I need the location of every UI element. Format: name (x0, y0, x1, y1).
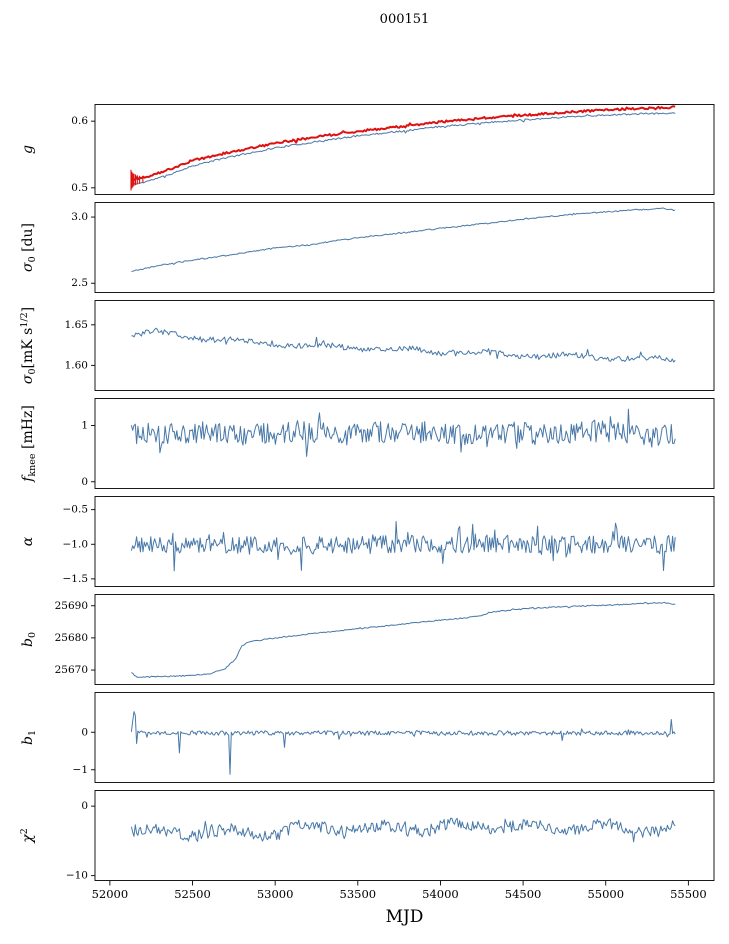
panel-plot-sigma0-mK: 1.60 1.65 σ0[mK s1/2] (19, 300, 715, 391)
y-axis-label-sigma0-mK: σ0[mK s1/2] (19, 307, 38, 384)
panel-chi2: −10 0 χ2 (0, 790, 729, 882)
panel-fknee: 0 1 fknee [mHz] (0, 398, 729, 489)
panel-sigma0-mK: 1.60 1.65 σ0[mK s1/2] (0, 300, 729, 391)
axes-box (94, 398, 715, 489)
x-tick-label: 52000 (92, 887, 129, 901)
panel-plot-sigma0-du: 2.5 3.0 σ0 [du] (20, 202, 715, 293)
y-tick-label: −0.5 (63, 504, 89, 516)
series-sigma0-du (131, 207, 676, 272)
series-gain-fit (131, 112, 676, 185)
y-tick-label: −1 (73, 764, 88, 776)
panel-plot-b0: 25670 25680 25690 b0 (20, 594, 715, 685)
panel-g: 0.5 0.6 g (0, 104, 729, 195)
y-tick-label: 1.60 (65, 359, 88, 371)
series-b0 (131, 601, 676, 678)
panel-plot-b1: −1 0 b1 (20, 692, 715, 783)
y-tick-label: −10 (66, 870, 88, 882)
y-tick-label: 1 (81, 420, 88, 432)
series-gain-ref (130, 105, 676, 182)
series-sigma0-mK (131, 327, 676, 363)
y-tick-label: 0 (81, 476, 88, 488)
y-tick-label: 0 (81, 726, 88, 738)
panel-b1: −1 0 b1 (0, 692, 729, 783)
series-fknee (130, 408, 676, 457)
axes-box (94, 594, 715, 685)
y-axis-label-fknee: fknee [mHz] (20, 405, 38, 483)
y-tick-label: 1.65 (65, 319, 88, 331)
series-b1 (130, 711, 676, 775)
x-tick-label: 52500 (174, 887, 211, 901)
series-chi2 (130, 817, 676, 843)
axes-box (94, 202, 715, 293)
y-tick-label: −1.0 (63, 538, 89, 550)
x-tick-label: 54500 (505, 887, 542, 901)
y-axis-label-sigma0-du: σ0 [du] (20, 223, 38, 272)
axes-box (94, 104, 715, 195)
panel-alpha: −0.5 −1.0 −1.5 α (0, 496, 729, 587)
y-tick-label: 25680 (55, 632, 88, 644)
y-tick-label: 0.6 (71, 115, 88, 127)
y-axis-label-alpha: α (20, 536, 36, 546)
x-tick-label: 53000 (257, 887, 294, 901)
panel-plot-fknee: 0 1 fknee [mHz] (20, 398, 715, 489)
y-axis-label-g: g (20, 145, 36, 154)
y-axis-label-b0: b0 (20, 632, 38, 647)
y-tick-label: 25670 (55, 664, 88, 676)
panels-container: 0.5 0.6 g 2.5 3.0 σ0 [du] 1.60 1.65 σ0[mK s1/2] 0… (0, 104, 729, 882)
x-tick-label: 54000 (422, 887, 459, 901)
y-tick-label: −1.5 (63, 573, 89, 585)
panel-plot-chi2: −10 0 χ2 (19, 790, 715, 882)
x-axis: 52000 52500 53000 53500 54000 54500 55000 55500… (92, 881, 707, 927)
panel-sigma0-du: 2.5 3.0 σ0 [du] (0, 202, 729, 293)
panel-b0: 25670 25680 25690 b0 (0, 594, 729, 685)
figure-title: 000151 (379, 12, 430, 27)
x-tick-label: 55000 (587, 887, 624, 901)
axes-box (94, 692, 715, 783)
panel-plot-alpha: −0.5 −1.0 −1.5 α (20, 496, 715, 587)
y-tick-label: 3.0 (71, 211, 88, 223)
x-tick-label: 55500 (670, 887, 707, 901)
y-axis-label-b1: b1 (20, 730, 38, 745)
panel-plot-g: 0.5 0.6 g (20, 104, 715, 195)
x-axis-label: MJD (386, 907, 424, 927)
axes-box (94, 496, 715, 587)
y-axis-label-chi2: χ2 (19, 828, 36, 844)
y-tick-label: 0 (81, 800, 88, 812)
axes-box (94, 790, 715, 881)
y-tick-label: 0.5 (71, 182, 88, 194)
series-alpha (130, 521, 676, 572)
y-tick-label: 25690 (55, 600, 88, 612)
y-tick-label: 2.5 (71, 277, 88, 289)
axes-box (94, 300, 715, 391)
x-tick-label: 53500 (340, 887, 377, 901)
